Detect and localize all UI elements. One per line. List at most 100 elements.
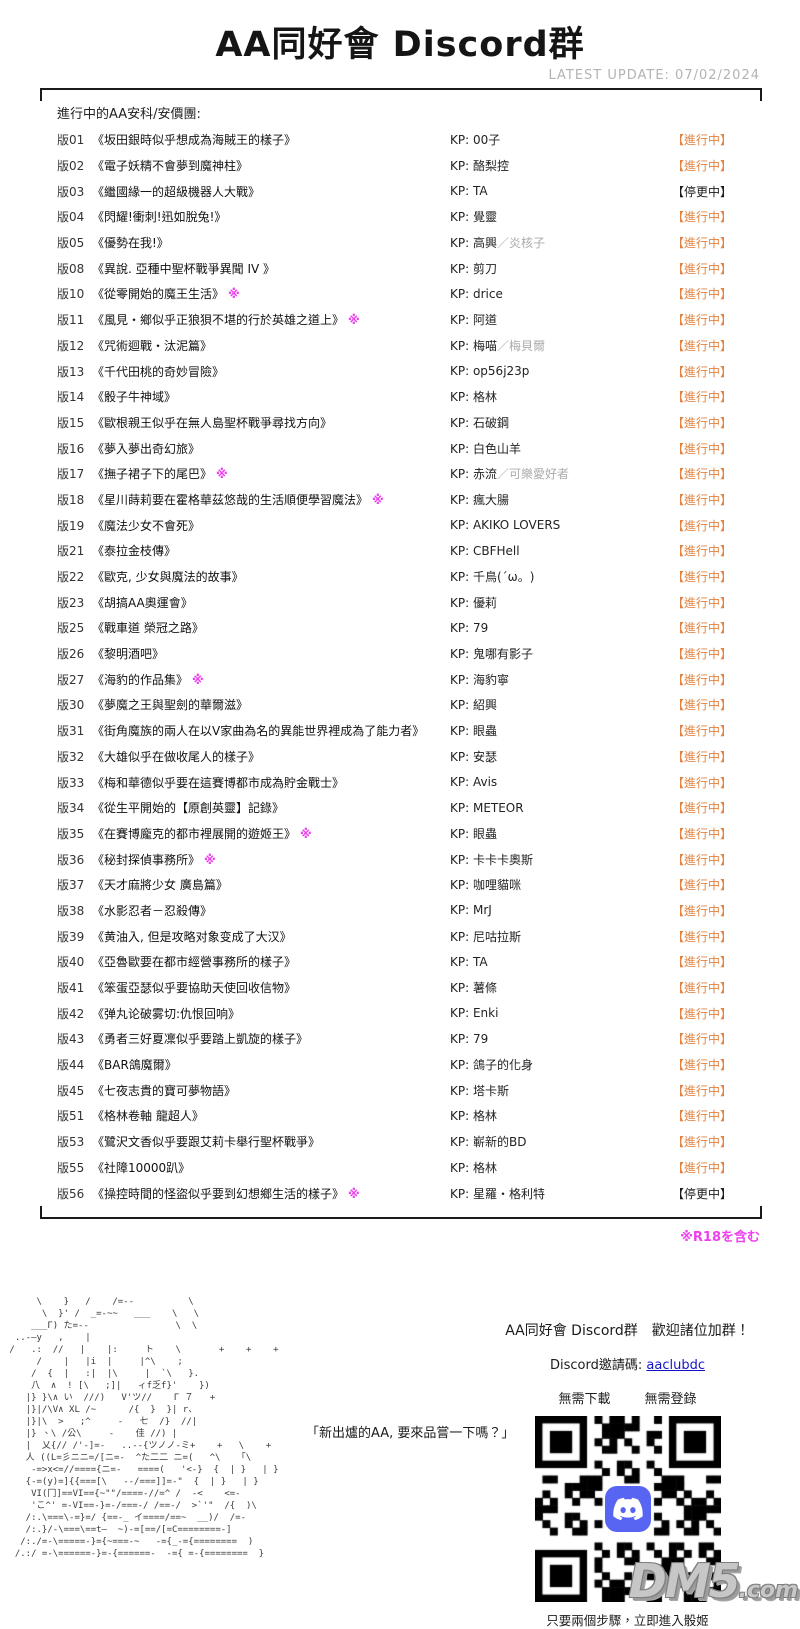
row-number: 版53 bbox=[57, 1135, 85, 1150]
row-title: 《黄油入, 但是攻略对象变成了大汉》 bbox=[92, 929, 292, 944]
watermark-suffix: .com bbox=[738, 1578, 798, 1603]
row-kp-main: KP: 覺靈 bbox=[450, 210, 497, 225]
row-number: 版27 bbox=[57, 672, 85, 687]
row-kp-main: KP: 阿道 bbox=[450, 313, 497, 328]
list-item: 版40 《亞魯歐要在都市經營事務所的樣子》 KP: TA 【進行中】 bbox=[57, 949, 732, 975]
list-item: 版30 《夢魔之王與聖劍的華爾滋》 KP: 紹興 【進行中】 bbox=[57, 692, 732, 718]
status-badge: 【進行中】 bbox=[671, 261, 732, 276]
row-number: 版36 bbox=[57, 852, 85, 867]
row-title: 《亞魯歐要在都市經營事務所的樣子》 bbox=[92, 955, 297, 970]
row-title-cell: 《鷺沢文香似乎要跟艾莉卡舉行聖杯戰爭》 bbox=[92, 1133, 450, 1150]
row-kp-main: KP: Enki bbox=[450, 1006, 499, 1021]
list-item: 版26 《黎明酒吧》 KP: 鬼哪有影子 【進行中】 bbox=[57, 641, 732, 667]
r18-mark: ※ bbox=[300, 826, 312, 841]
invite-code-label: Discord邀請碼: bbox=[550, 1358, 647, 1373]
status-badge: 【進行中】 bbox=[671, 929, 732, 944]
list-item: 版37 《天才麻將少女 廣島篇》 KP: 咖哩貓咪 【進行中】 bbox=[57, 872, 732, 898]
row-kp-main: KP: 尼咕拉斯 bbox=[450, 929, 521, 944]
status-badge: 【進行中】 bbox=[671, 698, 732, 713]
row-kp: KP: 眼蟲 bbox=[450, 722, 672, 739]
row-kp: KP: 79 bbox=[450, 1032, 672, 1046]
row-number: 版19 bbox=[57, 518, 85, 533]
row-number: 版10 bbox=[57, 287, 85, 302]
list-item: 版38 《水影忍者－忍殺傳》 KP: MrJ 【進行中】 bbox=[57, 898, 732, 924]
row-title: 《大雄似乎在做收尾人的樣子》 bbox=[92, 749, 261, 764]
row-kp: KP: drice bbox=[450, 287, 672, 301]
status-badge: 【進行中】 bbox=[671, 903, 732, 918]
list-item: 版18 《星川蒔莉要在霍格華茲悠哉的生活順便學習魔法》 ※ KP: 瘋大腸 【進行… bbox=[57, 487, 732, 513]
no-register-note: 無需登錄 bbox=[644, 1392, 697, 1407]
r18-mark: ※ bbox=[372, 492, 384, 507]
row-kp-secondary: ／炎核子 bbox=[496, 236, 545, 251]
row-title-cell: 《七夜志貴的寶可夢物語》 bbox=[92, 1082, 450, 1099]
row-title-cell: 《撫子裙子下的尾巴》 ※ bbox=[92, 465, 450, 482]
list-item: 版19 《魔法少女不會死》 KP: AKIKO LOVERS 【進行中】 bbox=[57, 512, 732, 538]
status-badge: 【進行中】 bbox=[671, 1032, 732, 1047]
row-title: 《優勢在我!》 bbox=[92, 236, 169, 251]
row-kp: KP: 白色山羊 bbox=[450, 440, 672, 457]
row-kp-main: KP: 00子 bbox=[450, 133, 501, 148]
status-badge: 【進行中】 bbox=[671, 1160, 732, 1175]
row-kp-main: KP: 酪梨控 bbox=[450, 159, 509, 174]
qr-caption: 只要兩個步驟，立即進入骰姬 bbox=[546, 1613, 709, 1628]
row-title-cell: 《戰車道 榮冠之路》 bbox=[92, 619, 450, 636]
footer: \ } / /=-- \ \ }' / _=-~~ ___ \ \ ___Γ) … bbox=[0, 1218, 800, 1628]
row-kp-main: KP: 梅喵 bbox=[450, 338, 497, 353]
row-kp-main: KP: 安瑟 bbox=[450, 749, 497, 764]
row-kp-main: KP: 79 bbox=[450, 1031, 489, 1046]
row-title: 《勇者三好夏凜似乎要踏上凱旋的樣子》 bbox=[92, 1032, 309, 1047]
status-badge: 【進行中】 bbox=[671, 570, 732, 585]
row-title-cell: 《夢魔之王與聖劍的華爾滋》 bbox=[92, 696, 450, 713]
status-badge: 【進行中】 bbox=[671, 1006, 732, 1021]
row-title-cell: 《魔法少女不會死》 bbox=[92, 517, 450, 534]
row-number: 版26 bbox=[57, 647, 85, 662]
row-title: 《七夜志貴的寶可夢物語》 bbox=[92, 1083, 237, 1098]
row-kp-main: KP: 79 bbox=[450, 620, 489, 635]
row-title-cell: 《天才麻將少女 廣島篇》 bbox=[92, 876, 450, 893]
board-frame-bottom bbox=[40, 1206, 762, 1219]
row-number: 版13 bbox=[57, 364, 85, 379]
row-title-cell: 《勇者三好夏凜似乎要踏上凱旋的樣子》 bbox=[92, 1030, 450, 1047]
row-title-cell: 《海豹的作品集》 ※ bbox=[92, 671, 450, 688]
row-kp-main: KP: 鴿子的化身 bbox=[450, 1058, 533, 1073]
row-number: 版18 bbox=[57, 492, 85, 507]
row-number: 版02 bbox=[57, 159, 85, 174]
row-number: 版15 bbox=[57, 415, 85, 430]
list-item: 版04 《閃耀!衝刺!迅如脫兔!》 KP: 覺靈 【進行中】 bbox=[57, 204, 732, 230]
row-kp: KP: 鴿子的化身 bbox=[450, 1056, 672, 1073]
row-kp: KP: 瘋大腸 bbox=[450, 491, 672, 508]
row-title-cell: 《弹丸论破雾切:仇恨回响》 bbox=[92, 1005, 450, 1022]
row-kp: KP: 星羅・格利特 bbox=[450, 1185, 672, 1202]
row-kp: KP: op56j23p bbox=[450, 364, 672, 378]
row-title-cell: 《梅和華德似乎要在這賽博都市成為貯金戰士》 bbox=[92, 774, 450, 791]
discord-mascot-icon bbox=[612, 1497, 643, 1521]
row-kp-main: KP: 薯條 bbox=[450, 981, 497, 996]
discord-logo-icon bbox=[604, 1486, 651, 1532]
no-download-note: 無需下載 bbox=[558, 1392, 611, 1407]
list-item: 版10 《從零開始的魔王生活》 ※ KP: drice 【進行中】 bbox=[57, 281, 732, 307]
invite-code-link[interactable]: aaclubdc bbox=[646, 1358, 705, 1373]
row-number: 版51 bbox=[57, 1109, 85, 1124]
row-kp: KP: 梅喵／梅貝爾 bbox=[450, 337, 672, 354]
row-title: 《異說. 亞種中聖杯戰爭異聞 IV 》 bbox=[92, 261, 276, 276]
row-title: 《從零開始的魔王生活》 bbox=[92, 287, 225, 302]
row-number: 版35 bbox=[57, 826, 85, 841]
row-kp-main: KP: TA bbox=[450, 184, 488, 199]
row-title-cell: 《黎明酒吧》 bbox=[92, 645, 450, 662]
watermark-main: DM5 bbox=[628, 1554, 741, 1608]
status-badge: 【進行中】 bbox=[671, 826, 732, 841]
list-item: 版55 《社障10000趴》 KP: 格林 【進行中】 bbox=[57, 1155, 732, 1181]
list-item: 版11 《風見・鄉似乎正狼狽不堪的行於英雄之道上》 ※ KP: 阿道 【進行中】 bbox=[57, 307, 732, 333]
row-kp: KP: 高興／炎核子 bbox=[450, 234, 672, 251]
row-title-cell: 《社障10000趴》 bbox=[92, 1159, 450, 1176]
list-item: 版43 《勇者三好夏凜似乎要踏上凱旋的樣子》 KP: 79 【進行中】 bbox=[57, 1026, 732, 1052]
list-item: 版42 《弹丸论破雾切:仇恨回响》 KP: Enki 【進行中】 bbox=[57, 1000, 732, 1026]
row-title: 《繼國緣一的超級機器人大戰》 bbox=[92, 184, 261, 199]
row-kp: KP: METEOR bbox=[450, 801, 672, 815]
status-badge: 【進行中】 bbox=[671, 1109, 732, 1124]
row-title: 《閃耀!衝刺!迅如脫兔!》 bbox=[92, 210, 227, 225]
row-title-cell: 《街角魔族的兩人在以V家曲為名的異能世界裡成為了能力者》 bbox=[92, 722, 450, 739]
row-title: 《BAR鴿魔爾》 bbox=[92, 1058, 177, 1073]
row-title: 《社障10000趴》 bbox=[92, 1160, 191, 1175]
